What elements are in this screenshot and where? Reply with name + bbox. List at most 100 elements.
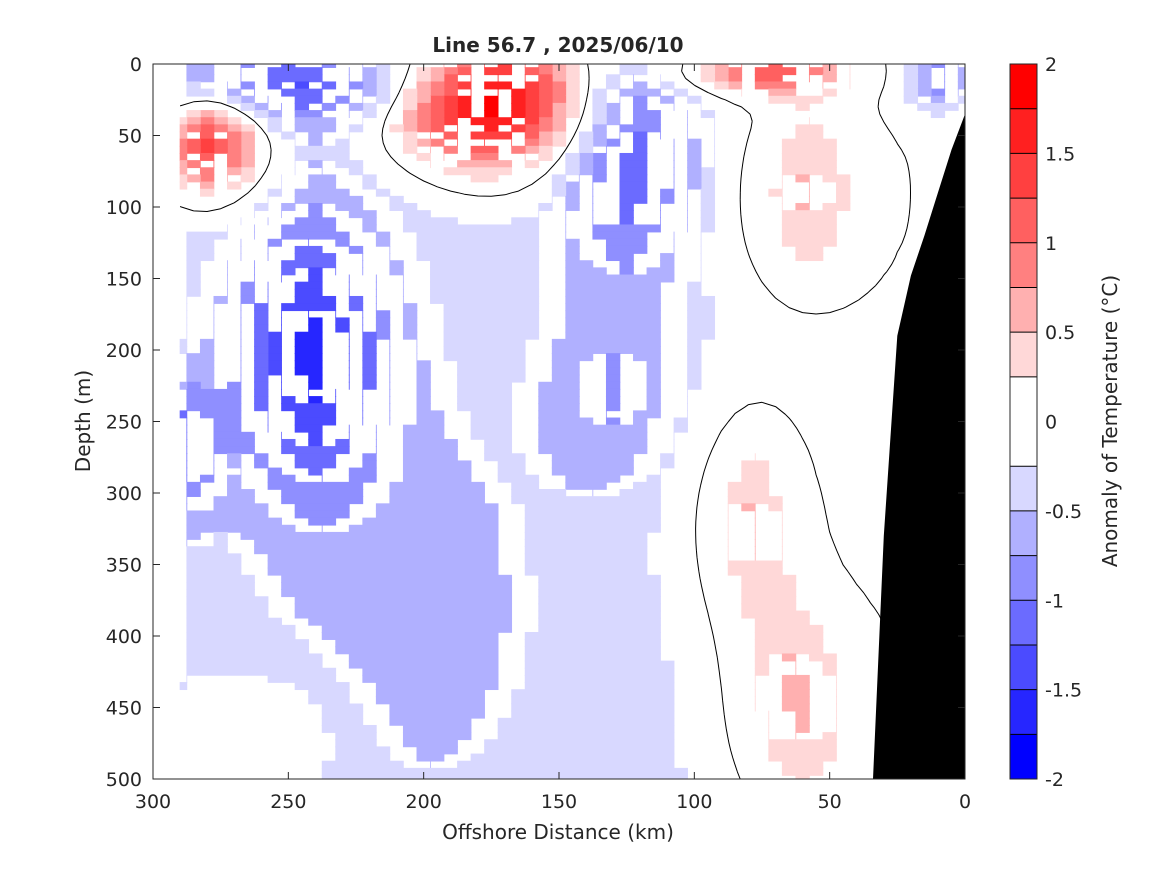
- anomaly-cell: [795, 253, 824, 262]
- anomaly-cell: [179, 131, 188, 140]
- anomaly-cell: [186, 231, 228, 240]
- anomaly-cell: [538, 145, 553, 154]
- anomaly-cell: [430, 145, 431, 154]
- anomaly-cell: [578, 152, 594, 161]
- anomaly-cell: [741, 589, 797, 598]
- anomaly-cell: [240, 74, 242, 83]
- anomaly-cell: [240, 338, 242, 347]
- anomaly-cell: [605, 410, 607, 419]
- anomaly-cell: [565, 152, 580, 161]
- anomaly-cell: [524, 653, 661, 662]
- anomaly-cell: [565, 195, 580, 204]
- anomaly-cell: [903, 74, 919, 83]
- anomaly-cell: [375, 274, 377, 283]
- anomaly-cell: [213, 460, 215, 469]
- anomaly-cell: [240, 253, 242, 262]
- anomaly-cell: [348, 295, 364, 304]
- anomaly-cell: [538, 403, 580, 412]
- anomaly-cell: [186, 381, 201, 390]
- anomaly-cell: [470, 431, 513, 440]
- anomaly-cell: [416, 238, 540, 247]
- anomaly-cell: [687, 145, 702, 154]
- anomaly-cell: [565, 160, 580, 169]
- anomaly-cell: [227, 88, 242, 97]
- anomaly-cell: [633, 74, 634, 83]
- anomaly-cell: [375, 317, 391, 326]
- anomaly-cell: [375, 64, 391, 68]
- anomaly-cell: [754, 546, 756, 555]
- anomaly-cell: [727, 489, 770, 497]
- anomaly-cell: [781, 181, 783, 190]
- anomaly-cell: [687, 110, 688, 119]
- anomaly-cell: [457, 396, 513, 405]
- anomaly-cell: [402, 295, 404, 304]
- anomaly-cell: [551, 174, 567, 183]
- anomaly-cell: [240, 367, 242, 376]
- anomaly-cell: [822, 81, 824, 90]
- anomaly-cell: [605, 245, 648, 254]
- anomaly-cell: [849, 64, 851, 68]
- anomaly-cell: [362, 102, 377, 111]
- anomaly-cell: [443, 117, 458, 126]
- anomaly-cell: [470, 88, 472, 97]
- anomaly-cell: [741, 88, 743, 97]
- anomaly-cell: [497, 467, 526, 476]
- colorbar-swatch: [1010, 64, 1037, 109]
- anomaly-cell: [619, 489, 661, 497]
- anomaly-cell: [254, 274, 255, 283]
- anomaly-cell: [470, 410, 513, 419]
- anomaly-cell: [186, 245, 215, 254]
- anomaly-cell: [443, 310, 540, 319]
- anomaly-cell: [267, 567, 499, 576]
- anomaly-cell: [186, 160, 201, 169]
- anomaly-cell: [213, 503, 269, 512]
- anomaly-cell: [186, 460, 188, 469]
- anomaly-cell: [213, 496, 255, 505]
- anomaly-cell: [781, 531, 783, 540]
- anomaly-cell: [673, 238, 675, 247]
- anomaly-cell: [294, 682, 350, 691]
- anomaly-cell: [430, 138, 445, 147]
- anomaly-cell: [281, 581, 513, 590]
- anomaly-cell: [538, 203, 553, 211]
- anomaly-cell: [457, 81, 472, 90]
- anomaly-cell: [362, 360, 377, 369]
- anomaly-cell: [402, 303, 418, 312]
- anomaly-cell: [538, 81, 553, 90]
- anomaly-cell: [687, 174, 702, 183]
- anomaly-cell: [416, 67, 431, 76]
- anomaly-cell: [470, 145, 499, 154]
- y-tick-label: 0: [130, 54, 142, 76]
- zero-contour-line: [179, 64, 965, 779]
- anomaly-cell: [430, 88, 445, 97]
- anomaly-cell: [402, 424, 445, 433]
- anomaly-cell: [186, 117, 201, 126]
- anomaly-cell: [524, 503, 661, 512]
- anomaly-cell: [781, 546, 783, 555]
- anomaly-cell: [186, 431, 188, 440]
- anomaly-cell: [186, 331, 188, 340]
- anomaly-cell: [524, 646, 661, 655]
- anomaly-cell: [186, 438, 188, 447]
- anomaly-cell: [402, 474, 472, 483]
- anomaly-cell: [308, 689, 350, 698]
- anomaly-cell: [308, 174, 337, 183]
- anomaly-cell: [240, 217, 242, 226]
- anomaly-cell: [213, 117, 228, 126]
- anomaly-cell: [294, 596, 513, 605]
- anomaly-cell: [538, 574, 661, 583]
- anomaly-cell: [700, 64, 716, 68]
- anomaly-cell: [551, 131, 567, 140]
- anomaly-cell: [267, 360, 282, 369]
- anomaly-cell: [267, 195, 269, 204]
- anomaly-cell: [687, 403, 688, 412]
- anomaly-cell: [402, 210, 431, 219]
- anomaly-cell: [179, 381, 188, 390]
- anomaly-cell: [389, 381, 391, 390]
- anomaly-cell: [267, 288, 269, 297]
- anomaly-cell: [687, 167, 702, 176]
- anomaly-cell: [213, 310, 215, 319]
- anomaly-cell: [179, 160, 188, 169]
- anomaly-cell: [186, 145, 201, 154]
- anomaly-cell: [768, 88, 797, 97]
